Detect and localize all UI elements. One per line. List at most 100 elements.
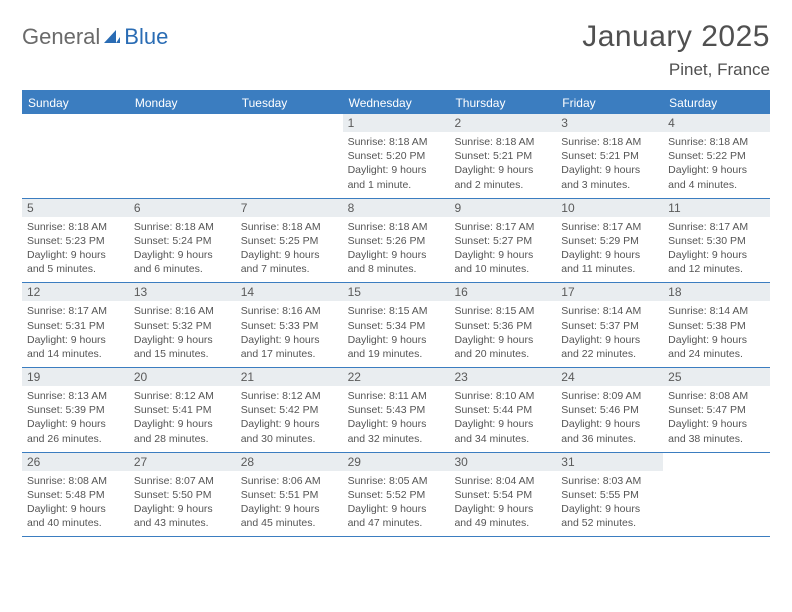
day2-line: and 52 minutes.	[561, 516, 658, 530]
day1-line: Daylight: 9 hours	[27, 333, 124, 347]
date-number: 17	[556, 283, 663, 301]
day1-line: Daylight: 9 hours	[134, 248, 231, 262]
calendar-cell: 21Sunrise: 8:12 AMSunset: 5:42 PMDayligh…	[236, 368, 343, 452]
sunrise-line: Sunrise: 8:18 AM	[454, 135, 551, 149]
logo: General Blue	[22, 20, 168, 50]
day2-line: and 10 minutes.	[454, 262, 551, 276]
sunrise-line: Sunrise: 8:17 AM	[561, 220, 658, 234]
calendar-cell: 29Sunrise: 8:05 AMSunset: 5:52 PMDayligh…	[343, 453, 450, 537]
sunset-line: Sunset: 5:33 PM	[241, 319, 338, 333]
day2-line: and 5 minutes.	[27, 262, 124, 276]
logo-text-blue: Blue	[124, 24, 168, 50]
sunrise-line: Sunrise: 8:11 AM	[348, 389, 445, 403]
day1-line: Daylight: 9 hours	[454, 163, 551, 177]
sunrise-line: Sunrise: 8:05 AM	[348, 474, 445, 488]
sunrise-line: Sunrise: 8:14 AM	[668, 304, 765, 318]
cell-details: Sunrise: 8:16 AMSunset: 5:33 PMDaylight:…	[236, 301, 343, 367]
date-number: 25	[663, 368, 770, 386]
calendar-cell: 5Sunrise: 8:18 AMSunset: 5:23 PMDaylight…	[22, 199, 129, 283]
day2-line: and 24 minutes.	[668, 347, 765, 361]
day1-line: Daylight: 9 hours	[561, 333, 658, 347]
day2-line: and 30 minutes.	[241, 432, 338, 446]
sunset-line: Sunset: 5:22 PM	[668, 149, 765, 163]
cell-details: Sunrise: 8:13 AMSunset: 5:39 PMDaylight:…	[22, 386, 129, 452]
calendar-cell: 1Sunrise: 8:18 AMSunset: 5:20 PMDaylight…	[343, 114, 450, 198]
sunset-line: Sunset: 5:29 PM	[561, 234, 658, 248]
calendar-cell: 10Sunrise: 8:17 AMSunset: 5:29 PMDayligh…	[556, 199, 663, 283]
day2-line: and 28 minutes.	[134, 432, 231, 446]
sunset-line: Sunset: 5:34 PM	[348, 319, 445, 333]
date-number: 9	[449, 199, 556, 217]
cell-details: Sunrise: 8:18 AMSunset: 5:25 PMDaylight:…	[236, 217, 343, 283]
date-number: 13	[129, 283, 236, 301]
location: Pinet, France	[582, 60, 770, 80]
calendar-cell: 31Sunrise: 8:03 AMSunset: 5:55 PMDayligh…	[556, 453, 663, 537]
day1-line: Daylight: 9 hours	[241, 417, 338, 431]
calendar-cell: .....	[22, 114, 129, 198]
calendar-cell: 15Sunrise: 8:15 AMSunset: 5:34 PMDayligh…	[343, 283, 450, 367]
day-header-saturday: Saturday	[663, 92, 770, 114]
sunset-line: Sunset: 5:21 PM	[561, 149, 658, 163]
date-number: 18	[663, 283, 770, 301]
day1-line: Daylight: 9 hours	[27, 502, 124, 516]
day1-line: Daylight: 9 hours	[348, 163, 445, 177]
day1-line: Daylight: 9 hours	[668, 333, 765, 347]
day-header-monday: Monday	[129, 92, 236, 114]
date-number: 6	[129, 199, 236, 217]
cell-details: Sunrise: 8:11 AMSunset: 5:43 PMDaylight:…	[343, 386, 450, 452]
date-number: 10	[556, 199, 663, 217]
week-row: 5Sunrise: 8:18 AMSunset: 5:23 PMDaylight…	[22, 199, 770, 284]
day1-line: Daylight: 9 hours	[561, 163, 658, 177]
week-row: ...............1Sunrise: 8:18 AMSunset: …	[22, 114, 770, 199]
calendar-cell: 24Sunrise: 8:09 AMSunset: 5:46 PMDayligh…	[556, 368, 663, 452]
sunset-line: Sunset: 5:31 PM	[27, 319, 124, 333]
cell-details: Sunrise: 8:07 AMSunset: 5:50 PMDaylight:…	[129, 471, 236, 537]
day2-line: and 11 minutes.	[561, 262, 658, 276]
day2-line: and 47 minutes.	[348, 516, 445, 530]
day2-line: and 12 minutes.	[668, 262, 765, 276]
day1-line: Daylight: 9 hours	[348, 333, 445, 347]
date-number: 5	[22, 199, 129, 217]
date-number: 30	[449, 453, 556, 471]
day1-line: Daylight: 9 hours	[668, 248, 765, 262]
sunset-line: Sunset: 5:48 PM	[27, 488, 124, 502]
sunrise-line: Sunrise: 8:04 AM	[454, 474, 551, 488]
day1-line: Daylight: 9 hours	[454, 333, 551, 347]
sunrise-line: Sunrise: 8:18 AM	[27, 220, 124, 234]
day1-line: Daylight: 9 hours	[348, 248, 445, 262]
day1-line: Daylight: 9 hours	[27, 248, 124, 262]
sunset-line: Sunset: 5:26 PM	[348, 234, 445, 248]
sunset-line: Sunset: 5:47 PM	[668, 403, 765, 417]
day1-line: Daylight: 9 hours	[668, 417, 765, 431]
day1-line: Daylight: 9 hours	[27, 417, 124, 431]
calendar-cell: 19Sunrise: 8:13 AMSunset: 5:39 PMDayligh…	[22, 368, 129, 452]
sunset-line: Sunset: 5:50 PM	[134, 488, 231, 502]
sunset-line: Sunset: 5:42 PM	[241, 403, 338, 417]
cell-details: Sunrise: 8:18 AMSunset: 5:26 PMDaylight:…	[343, 217, 450, 283]
calendar-cell: 3Sunrise: 8:18 AMSunset: 5:21 PMDaylight…	[556, 114, 663, 198]
day2-line: and 20 minutes.	[454, 347, 551, 361]
sunrise-line: Sunrise: 8:14 AM	[561, 304, 658, 318]
cell-details: Sunrise: 8:16 AMSunset: 5:32 PMDaylight:…	[129, 301, 236, 367]
sunset-line: Sunset: 5:27 PM	[454, 234, 551, 248]
sunrise-line: Sunrise: 8:07 AM	[134, 474, 231, 488]
sunset-line: Sunset: 5:44 PM	[454, 403, 551, 417]
sunrise-line: Sunrise: 8:17 AM	[27, 304, 124, 318]
sunset-line: Sunset: 5:41 PM	[134, 403, 231, 417]
cell-details: Sunrise: 8:08 AMSunset: 5:48 PMDaylight:…	[22, 471, 129, 537]
day1-line: Daylight: 9 hours	[668, 163, 765, 177]
sunset-line: Sunset: 5:55 PM	[561, 488, 658, 502]
date-number: 8	[343, 199, 450, 217]
cell-details: Sunrise: 8:14 AMSunset: 5:38 PMDaylight:…	[663, 301, 770, 367]
calendar-cell: 30Sunrise: 8:04 AMSunset: 5:54 PMDayligh…	[449, 453, 556, 537]
cell-details: Sunrise: 8:08 AMSunset: 5:47 PMDaylight:…	[663, 386, 770, 452]
day1-line: Daylight: 9 hours	[454, 502, 551, 516]
week-row: 26Sunrise: 8:08 AMSunset: 5:48 PMDayligh…	[22, 453, 770, 538]
date-number: 22	[343, 368, 450, 386]
sunrise-line: Sunrise: 8:15 AM	[454, 304, 551, 318]
cell-details: Sunrise: 8:18 AMSunset: 5:21 PMDaylight:…	[556, 132, 663, 198]
cell-details: Sunrise: 8:09 AMSunset: 5:46 PMDaylight:…	[556, 386, 663, 452]
day2-line: and 3 minutes.	[561, 178, 658, 192]
date-number: 27	[129, 453, 236, 471]
sunrise-line: Sunrise: 8:08 AM	[27, 474, 124, 488]
